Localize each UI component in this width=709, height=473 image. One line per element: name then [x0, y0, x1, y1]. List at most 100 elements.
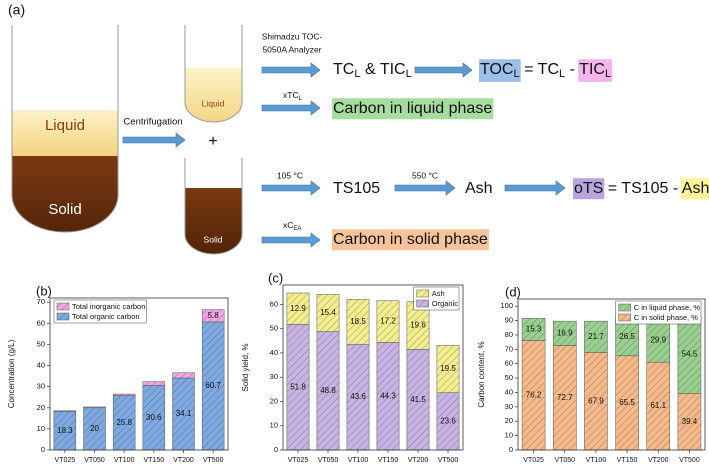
- x-tick-label: VT150: [617, 457, 638, 464]
- value-label: 16.9: [557, 328, 573, 337]
- value-label: 60.7: [205, 381, 221, 390]
- y-tick-label: 10: [37, 424, 45, 433]
- value-label: 29.9: [650, 336, 666, 345]
- tube-label: Liquid: [45, 117, 85, 134]
- x-tick-label: VT200: [173, 457, 194, 464]
- highlight: [578, 59, 606, 82]
- value-label: 41.5: [410, 395, 426, 404]
- y-tick-label: 90: [505, 316, 513, 325]
- y-tick-label: 40: [270, 348, 278, 357]
- bar-segment: [172, 372, 195, 379]
- value-label: 17.2: [380, 317, 396, 326]
- legend-swatch: [56, 312, 70, 321]
- panel-label: (a): [8, 2, 25, 18]
- step-label: Centrifugation: [123, 117, 182, 128]
- value-label: 67.9: [588, 396, 604, 405]
- value-label: 39.4: [682, 417, 698, 426]
- y-tick-label: 10: [505, 431, 513, 440]
- step-label: 105 °C: [277, 170, 303, 180]
- y-tick-label: 50: [505, 373, 513, 382]
- plot-frame: [49, 297, 229, 451]
- tube: [12, 110, 118, 232]
- tube: [185, 188, 242, 254]
- tube-label: Solid: [204, 234, 223, 244]
- y-tick-label: 20: [505, 416, 513, 425]
- y-tick-label: 50: [270, 324, 278, 333]
- highlight: [573, 178, 605, 200]
- tube-outline: [184, 158, 243, 255]
- value-label: 61.1: [650, 401, 666, 410]
- plot-frame: [517, 298, 706, 451]
- x-tick-label: VT025: [55, 457, 76, 464]
- value-label: 12.9: [290, 304, 306, 313]
- step-label: xTCL: [283, 90, 303, 101]
- arrow: [261, 62, 321, 78]
- step-label: 550 °C: [412, 170, 438, 180]
- y-axis-label: Carbon content, %: [477, 341, 486, 407]
- legend-label: C in solid phase, %: [634, 313, 699, 322]
- value-label: 48.8: [320, 386, 336, 395]
- value-label: 34.1: [176, 409, 192, 418]
- legend: C in liquid phase, %C in solid phase, %: [615, 300, 702, 325]
- x-tick-label: VT025: [288, 457, 309, 464]
- x-tick-label: VT500: [438, 457, 459, 464]
- value-label: 25.8: [116, 418, 132, 427]
- y-tick-label: 60: [270, 299, 278, 308]
- bar-segment: [316, 293, 340, 332]
- formula: TCL & TICL: [333, 61, 412, 80]
- y-axis-label: Solid yield, %: [241, 343, 250, 391]
- legend-label: C in liquid phase, %: [634, 303, 701, 312]
- legend-label: Total inorganic carbon: [72, 302, 145, 311]
- formula: TOCL = TCL - TICL: [480, 61, 611, 80]
- x-tick-label: VT050: [554, 457, 575, 464]
- value-label: 18.5: [350, 317, 366, 326]
- value-label: 44.3: [380, 391, 396, 400]
- x-tick-label: VT200: [408, 457, 429, 464]
- y-tick-label: 30: [505, 402, 513, 411]
- panel-label: (d): [505, 284, 521, 299]
- legend-label: Organic: [432, 299, 459, 308]
- value-label: 19.5: [440, 364, 456, 373]
- highlight: [603, 59, 613, 82]
- highlight: [512, 59, 521, 82]
- legend-frame: [53, 299, 147, 324]
- y-tick-label: 70: [505, 344, 513, 353]
- value-label: 76.2: [526, 390, 542, 399]
- bar-segment: [112, 393, 136, 396]
- tube-label: Solid: [48, 201, 81, 218]
- y-tick-label: 30: [37, 382, 45, 391]
- bar-segment: [286, 292, 310, 325]
- bar-segment: [376, 300, 400, 343]
- value-label: 30.6: [146, 413, 162, 422]
- step-label: Shimadzu TOC-: [262, 31, 323, 41]
- value-label: 15.4: [320, 308, 336, 317]
- x-tick-label: VT025: [523, 457, 544, 464]
- formula: Ash: [465, 180, 493, 197]
- x-tick-label: VT150: [378, 457, 399, 464]
- arrow: [394, 180, 456, 196]
- x-tick-label: VT500: [203, 457, 224, 464]
- panel-a: (a) Liquid Solid Centrifugation Liquid +…: [8, 2, 709, 255]
- y-axis-label: Concentration (g/L): [7, 339, 16, 408]
- tube-label: Liquid: [202, 98, 225, 108]
- x-tick-label: VT200: [648, 457, 669, 464]
- x-tick-label: VT050: [84, 457, 105, 464]
- tube-outline: [184, 25, 243, 123]
- value-label: 21.7: [588, 332, 604, 341]
- y-tick-label: 40: [505, 387, 513, 396]
- value-label: 19.6: [410, 321, 426, 330]
- bar-segment: [201, 309, 225, 323]
- y-tick-label: 40: [37, 361, 45, 370]
- y-tick-label: 0: [274, 445, 278, 454]
- y-tick-label: 0: [41, 445, 45, 454]
- legend-label: Ash: [432, 289, 445, 298]
- step-label: 5050A Analyzer: [262, 44, 321, 54]
- panel-label: (b): [36, 283, 52, 298]
- y-tick-label: 70: [37, 297, 45, 306]
- y-tick-label: 20: [37, 403, 45, 412]
- result-label: Carbon in liquid phase: [333, 100, 492, 117]
- bar-segment: [552, 320, 577, 346]
- y-tick-label: 60: [37, 318, 45, 327]
